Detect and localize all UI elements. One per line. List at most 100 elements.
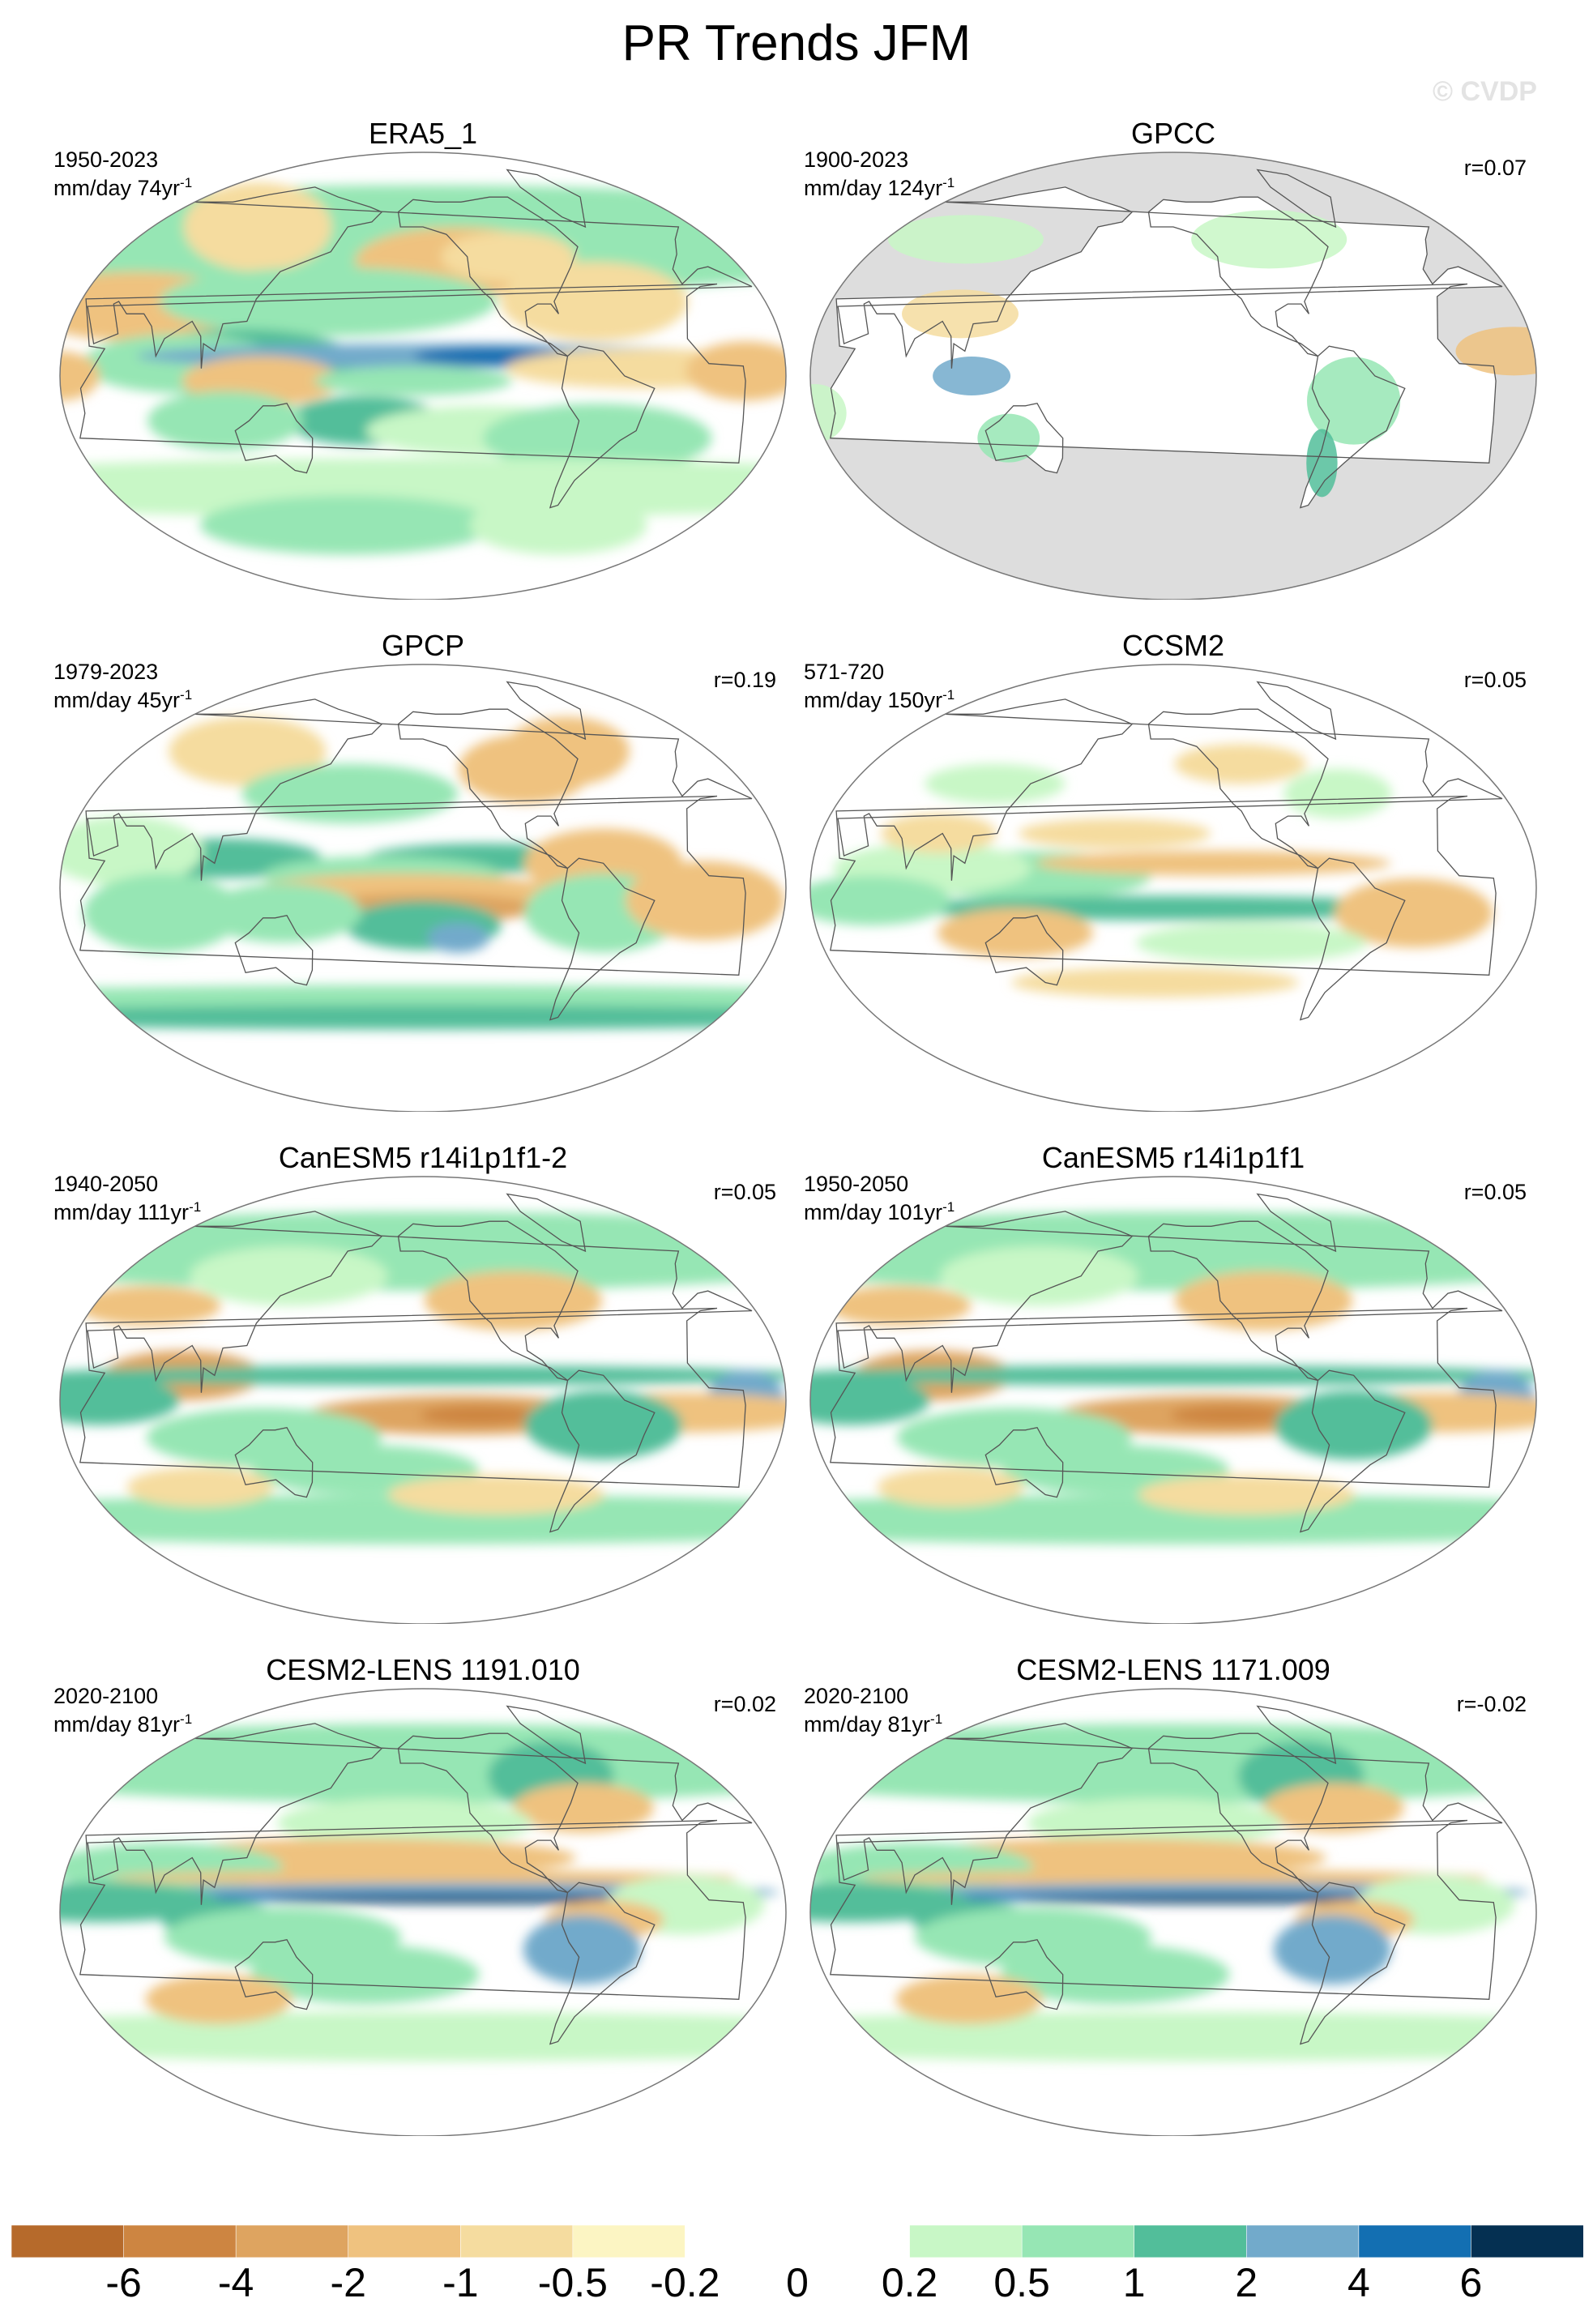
colorbar-swatch: [909, 2225, 1023, 2258]
panel-period: 2020-2100: [804, 1684, 909, 1708]
trend-blob: [1018, 818, 1211, 848]
trend-blob: [60, 1005, 786, 1030]
coastline-africa: [79, 1819, 746, 2000]
coastline-australia: [984, 1426, 1064, 1498]
coastline-eurasia: [87, 186, 753, 369]
coastline-australia: [234, 914, 314, 986]
panel-units: mm/day 101yr-1: [804, 1199, 955, 1224]
panel-period: 1950-2050: [804, 1172, 909, 1196]
coastline-samerica: [549, 345, 656, 509]
trend-blob: [250, 1945, 480, 2005]
colorbar-label: 1: [1122, 2260, 1146, 2305]
colorbar-swatch: [11, 2225, 125, 2258]
trend-blob: [1275, 1390, 1433, 1460]
map-0: [59, 152, 787, 600]
coastline-samerica: [549, 1882, 656, 2045]
panel-correlation: r=0.05: [713, 1180, 776, 1204]
trend-blob: [1263, 1783, 1404, 1833]
coastline-namerica: [397, 1220, 579, 1382]
trend-blob: [1010, 968, 1300, 998]
coastline-namerica: [397, 708, 579, 869]
trend-blob: [183, 182, 332, 271]
panel-period: 1950-2023: [53, 147, 159, 172]
trend-blob: [109, 1869, 737, 1886]
map-2: [59, 664, 787, 1112]
trend-blob: [626, 861, 784, 941]
trend-blob: [1283, 768, 1392, 818]
colorbar-swatch: [572, 2225, 686, 2258]
trend-blob: [810, 875, 951, 925]
map-border: [809, 664, 1537, 1112]
trend-blob: [387, 1475, 604, 1514]
map-fill: [810, 664, 1536, 1112]
coastline-samerica: [1299, 1882, 1406, 2045]
map-6: [59, 1688, 787, 2136]
coastline-namerica: [1147, 196, 1329, 357]
map-1: [809, 152, 1537, 600]
coastline-australia: [234, 402, 314, 474]
map-fill: [60, 152, 786, 600]
coastline-greenland: [1256, 1193, 1337, 1253]
colorbar-label: 6: [1459, 2260, 1483, 2305]
panel-units: mm/day 81yr-1: [804, 1711, 943, 1737]
panel-units: mm/day 81yr-1: [53, 1711, 193, 1737]
trend-blob: [420, 1405, 539, 1425]
map-panel-era5: ERA5_1 1950-2023 mm/day 74yr-1: [50, 113, 796, 600]
panel-title: CESM2-LENS 1171.009: [1016, 1653, 1330, 1686]
trend-blob: [685, 341, 786, 401]
coastline-eurasia: [837, 698, 1503, 881]
coastline-africa: [830, 1307, 1497, 1488]
trend-blob: [1174, 1271, 1353, 1331]
colorbar-label: -1: [442, 2260, 479, 2305]
colorbar-swatch: [1021, 2225, 1135, 2258]
map-panel-gpcp: GPCP 1979-2023 mm/day 45yr-1 r=0.19: [50, 626, 796, 1112]
colorbar-label: -4: [217, 2260, 254, 2305]
panel-units: mm/day 150yr-1: [804, 687, 955, 712]
colorbar-label: 0.2: [881, 2260, 938, 2305]
coastline-eurasia: [87, 1723, 753, 1905]
map-border: [59, 1688, 787, 2136]
coastline-namerica: [1147, 1732, 1329, 1894]
coastline-eurasia: [837, 186, 1503, 369]
map-panel-ccsm2: CCSM2 571-720 mm/day 150yr-1 r=0.05: [801, 626, 1546, 1112]
panel-correlation: r=0.19: [713, 668, 776, 692]
coastline-namerica: [397, 196, 579, 357]
trend-blob: [1191, 210, 1347, 269]
trend-blob: [60, 816, 203, 886]
coastline-africa: [830, 1819, 1497, 2000]
colorbar-swatch: [1245, 2225, 1360, 2258]
trend-blob: [203, 883, 362, 943]
trend-blob: [83, 873, 241, 953]
map-panel-cesm2-a: CESM2-LENS 1191.010 2020-2100 mm/day 81y…: [50, 1650, 796, 2136]
colorbar-swatch: [235, 2225, 349, 2258]
panel-period: 2020-2100: [53, 1684, 159, 1708]
panel-correlation: r=-0.02: [1456, 1692, 1527, 1716]
panel-period: 571-720: [804, 660, 885, 684]
trend-blob: [241, 763, 459, 824]
coastline-greenland: [506, 681, 587, 741]
trend-blob: [60, 458, 786, 518]
trend-blob: [60, 351, 100, 401]
panel-units: mm/day 45yr-1: [53, 687, 193, 712]
coastline-eurasia: [837, 1723, 1503, 1905]
colorbar: [11, 2225, 1583, 2258]
trend-blob: [937, 908, 1093, 958]
trend-blob: [126, 1467, 274, 1507]
map-7: [809, 1688, 1537, 2136]
trend-blob: [940, 1246, 1138, 1306]
coastline-australia: [234, 1426, 314, 1498]
trend-blob: [60, 1365, 786, 1386]
trend-blob: [1455, 327, 1536, 376]
trend-blob: [199, 495, 496, 555]
colorbar-labels: -6 -4 -2 -1 -0.5 -0.2 0 0.2 0.5 1 2 4 6: [0, 2259, 1593, 2316]
trend-blob: [314, 365, 513, 396]
colorbar-label: -6: [105, 2260, 142, 2305]
trend-blob: [145, 1974, 293, 2024]
coastline-samerica: [1299, 1369, 1406, 1533]
panel-period: 1979-2023: [53, 660, 159, 684]
colorbar-swatch: [1471, 2225, 1583, 2258]
colorbar-label: -2: [330, 2260, 366, 2305]
panel-period: 1940-2050: [53, 1172, 159, 1196]
map-border: [59, 152, 787, 600]
map-panel-cesm2-b: CESM2-LENS 1171.009 2020-2100 mm/day 81y…: [801, 1650, 1546, 2136]
